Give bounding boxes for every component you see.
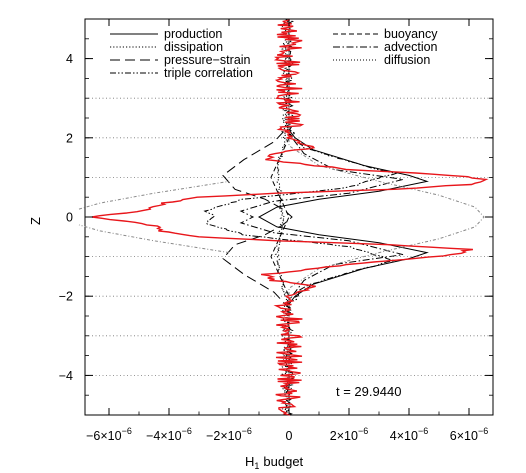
legend: productiondissipationpressure−straintrip… (110, 27, 438, 80)
legend-label-4: buoyancy (384, 27, 438, 41)
x-tick-label-5: 4×10−6 (390, 426, 428, 443)
legend-label-5: advection (384, 40, 438, 54)
legend-label-6: diffusion (384, 53, 430, 67)
annotation-time: t = 29.9440 (336, 384, 401, 399)
series-advection (239, 19, 404, 415)
x-tick-label-3: 0 (286, 429, 293, 443)
y-tick-label-3: 2 (66, 131, 73, 145)
x-tick-label-0: −6×10−6 (86, 426, 132, 443)
y-tick-label-1: −2 (59, 290, 73, 304)
x-axis-title-subscript: 1 (254, 461, 259, 471)
y-tick-label-0: −4 (59, 369, 73, 383)
y-axis: −4 −2 0 2 4 (59, 38, 493, 396)
series-diffusion-neg (78, 224, 230, 254)
x-tick-label-6: 6×10−6 (450, 426, 488, 443)
x-axis-title-main: H (245, 454, 254, 469)
x-tick-label-4: 2×10−6 (330, 426, 368, 443)
y-tick-label-2: 0 (66, 211, 73, 225)
y-tick-label-4: 4 (66, 52, 73, 66)
x-axis-title: H1 budget (245, 454, 304, 471)
legend-label-0: production (164, 27, 222, 41)
series-diffusion (288, 19, 485, 415)
series-layer (78, 18, 489, 416)
series-production (257, 19, 429, 415)
series-dissipation (274, 18, 292, 416)
legend-label-3: triple correlation (164, 66, 253, 80)
legend-label-2: pressure−strain (164, 53, 251, 67)
y-axis-title: Z (28, 217, 43, 225)
x-tick-label-1: −4×10−6 (146, 426, 192, 443)
legend-label-1: dissipation (164, 40, 223, 54)
series-pressure-strain (222, 19, 293, 415)
x-axis: −6×10−6 −4×10−6 −2×10−6 0 2×10−6 4×10−6 6×10−6 (86, 19, 488, 443)
x-axis-title-suffix: budget (263, 454, 303, 469)
x-tick-label-2: −2×10−6 (206, 426, 252, 443)
series-diffusion-neg-top (78, 180, 230, 210)
series-triple-correlation (203, 18, 398, 416)
